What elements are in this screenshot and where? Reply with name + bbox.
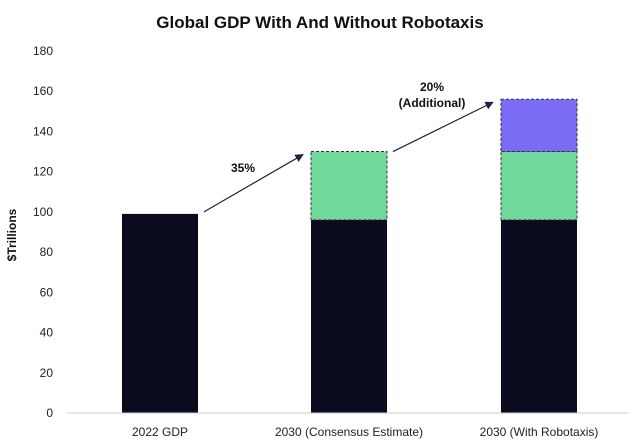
annotation-sublabel: (Additional) [399,96,466,110]
bar-segment [311,219,387,413]
y-tick-label: 100 [33,205,53,219]
y-tick-label: 180 [33,44,53,58]
y-tick-label: 120 [33,165,53,179]
growth-arrow [392,101,494,153]
y-tick-label: 140 [33,124,53,138]
x-category-label: 2030 (Consensus Estimate) [275,425,423,439]
y-tick-label: 20 [40,366,54,380]
y-axis-label: $Trillions [5,208,19,261]
bar-segment [122,213,198,413]
y-tick-label: 160 [33,84,53,98]
growth-arrow [203,154,304,213]
annotation-label: 35% [231,161,255,175]
bar-segment [500,98,578,153]
x-category-label: 2022 GDP [132,425,188,439]
bars [122,98,578,413]
y-tick-label: 80 [40,245,54,259]
y-tick-label: 40 [40,326,54,340]
bar-segment [501,219,577,413]
category-labels: 2022 GDP 2030 (Consensus Estimate) 2030 (W… [132,425,598,439]
y-tick-label: 0 [46,406,53,420]
x-category-label: 2030 (With Robotaxis) [480,425,599,439]
y-tick-label: 60 [40,285,54,299]
bar-segment [310,151,388,221]
annotations: 35% 20% (Additional) [203,80,494,213]
chart-title: Global GDP With And Without Robotaxis [156,13,483,32]
annotation-label: 20% [420,80,444,94]
y-axis-ticks: 0 20 40 60 80 100 120 140 160 180 [33,44,53,420]
bar-segment [500,151,578,221]
